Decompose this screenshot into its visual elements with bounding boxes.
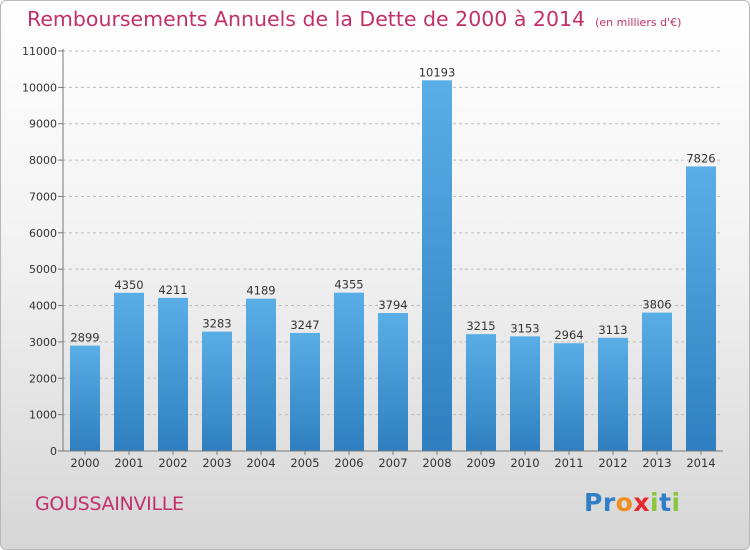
- value-label: 3153: [510, 321, 539, 335]
- bar-2001[interactable]: [114, 292, 144, 451]
- value-label: 4350: [114, 278, 143, 292]
- bar-2011[interactable]: [554, 343, 584, 451]
- y-tick-label: 2000: [29, 372, 57, 385]
- x-tick-label: 2000: [70, 456, 99, 470]
- bar-2004[interactable]: [246, 298, 276, 451]
- x-tick-label: 2012: [598, 456, 627, 470]
- x-tick-label: 2008: [422, 456, 451, 470]
- x-tick-label: 2004: [246, 456, 275, 470]
- brand-letter: i: [671, 488, 681, 517]
- x-tick-label: 2002: [158, 456, 187, 470]
- y-tick-label: 10000: [22, 81, 57, 94]
- brand-letter: x: [633, 488, 650, 517]
- x-tick-label: 2003: [202, 456, 231, 470]
- y-tick-label: 0: [50, 445, 57, 458]
- value-label: 7826: [686, 151, 715, 165]
- x-tick-label: 2013: [642, 456, 671, 470]
- chart-title-text: Remboursements Annuels de la Dette de 20…: [27, 7, 586, 31]
- x-tick-label: 2001: [114, 456, 143, 470]
- value-label: 3247: [290, 318, 319, 332]
- value-label: 3794: [378, 298, 407, 312]
- value-label: 4211: [158, 283, 187, 297]
- brand-letter: P: [584, 488, 603, 517]
- y-tick-label: 1000: [29, 409, 57, 422]
- x-tick-label: 2010: [510, 456, 539, 470]
- value-label: 3215: [466, 319, 495, 333]
- value-label: 2964: [554, 328, 583, 342]
- bar-2000[interactable]: [70, 345, 100, 451]
- x-tick-label: 2005: [290, 456, 319, 470]
- chart-unit: (en milliers d'€): [595, 16, 682, 29]
- bar-2013[interactable]: [642, 312, 672, 451]
- value-label: 10193: [419, 65, 456, 79]
- y-tick-label: 4000: [29, 300, 57, 313]
- bar-2005[interactable]: [290, 332, 320, 451]
- y-tick-label: 9000: [29, 118, 57, 131]
- x-tick-label: 2011: [554, 456, 583, 470]
- brand-letter: i: [650, 488, 660, 517]
- x-tick-label: 2006: [334, 456, 363, 470]
- chart-title: Remboursements Annuels de la Dette de 20…: [27, 7, 681, 31]
- place-name: GOUSSAINVILLE: [35, 493, 184, 515]
- value-label: 4189: [246, 284, 275, 298]
- y-tick-label: 8000: [29, 154, 57, 167]
- bar-2014[interactable]: [686, 166, 716, 451]
- value-label: 2899: [70, 331, 99, 345]
- labels: 0 1000 2000 3000 4000 5000 6000 7000 8000 9000 100…: [22, 45, 716, 470]
- value-label: 3806: [642, 298, 671, 312]
- bar-2003[interactable]: [202, 331, 232, 451]
- y-tick-label: 3000: [29, 336, 57, 349]
- bar-2008[interactable]: [422, 80, 452, 451]
- brand-letter: r: [602, 488, 616, 517]
- y-tick-label: 5000: [29, 263, 57, 276]
- value-label: 3113: [598, 323, 627, 337]
- bars: [70, 80, 716, 451]
- brand-letter: t: [659, 488, 672, 517]
- bar-2010[interactable]: [510, 336, 540, 451]
- brand-letter: o: [615, 488, 634, 517]
- y-tick-label: 6000: [29, 227, 57, 240]
- brand-logo[interactable]: Proxiti: [584, 488, 681, 517]
- y-tick-label: 11000: [22, 45, 57, 58]
- x-tick-label: 2009: [466, 456, 495, 470]
- bar-2007[interactable]: [378, 313, 408, 451]
- x-tick-label: 2007: [378, 456, 407, 470]
- bar-2009[interactable]: [466, 334, 496, 451]
- bar-2012[interactable]: [598, 337, 628, 451]
- x-tick-label: 2014: [686, 456, 715, 470]
- bar-2002[interactable]: [158, 297, 188, 451]
- y-tick-label: 7000: [29, 190, 57, 203]
- axes: [58, 49, 723, 455]
- bar-2006[interactable]: [334, 292, 364, 451]
- value-label: 3283: [202, 317, 231, 331]
- value-label: 4355: [334, 278, 363, 292]
